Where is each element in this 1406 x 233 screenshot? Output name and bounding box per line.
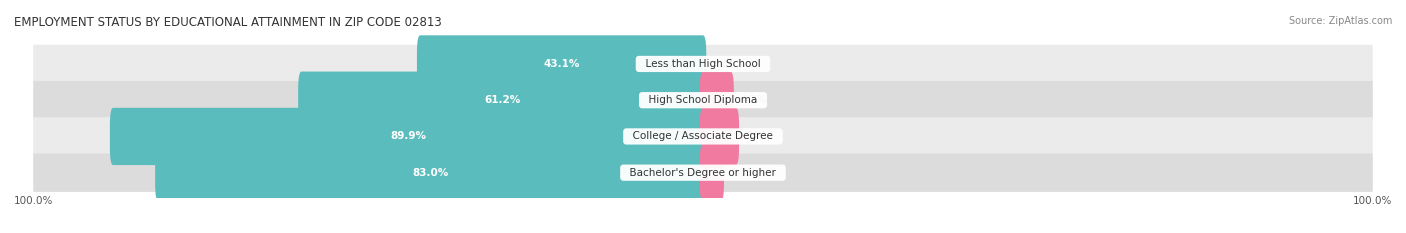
Text: 100.0%: 100.0% (14, 196, 53, 206)
Text: 2.7%: 2.7% (731, 168, 756, 178)
Text: 5.0%: 5.0% (745, 131, 772, 141)
Text: Source: ZipAtlas.com: Source: ZipAtlas.com (1288, 16, 1392, 26)
FancyBboxPatch shape (418, 35, 706, 93)
Text: 0.0%: 0.0% (720, 59, 745, 69)
FancyBboxPatch shape (34, 154, 1372, 192)
FancyBboxPatch shape (700, 72, 734, 129)
Text: Less than High School: Less than High School (638, 59, 768, 69)
FancyBboxPatch shape (298, 72, 706, 129)
Text: Bachelor's Degree or higher: Bachelor's Degree or higher (623, 168, 783, 178)
Text: 4.2%: 4.2% (702, 95, 731, 105)
FancyBboxPatch shape (700, 108, 740, 165)
Text: 61.2%: 61.2% (484, 95, 520, 105)
Text: 89.9%: 89.9% (389, 131, 426, 141)
Text: High School Diploma: High School Diploma (643, 95, 763, 105)
FancyBboxPatch shape (34, 117, 1372, 156)
FancyBboxPatch shape (700, 144, 724, 201)
Text: 100.0%: 100.0% (1353, 196, 1392, 206)
Text: 83.0%: 83.0% (412, 168, 449, 178)
FancyBboxPatch shape (34, 81, 1372, 119)
Text: EMPLOYMENT STATUS BY EDUCATIONAL ATTAINMENT IN ZIP CODE 02813: EMPLOYMENT STATUS BY EDUCATIONAL ATTAINM… (14, 16, 441, 29)
FancyBboxPatch shape (155, 144, 706, 201)
Text: 43.1%: 43.1% (543, 59, 579, 69)
Text: 4.2%: 4.2% (741, 95, 766, 105)
FancyBboxPatch shape (34, 45, 1372, 83)
FancyBboxPatch shape (110, 108, 706, 165)
Text: 2.7%: 2.7% (697, 168, 727, 178)
Text: 5.0%: 5.0% (704, 131, 734, 141)
Text: College / Associate Degree: College / Associate Degree (626, 131, 780, 141)
